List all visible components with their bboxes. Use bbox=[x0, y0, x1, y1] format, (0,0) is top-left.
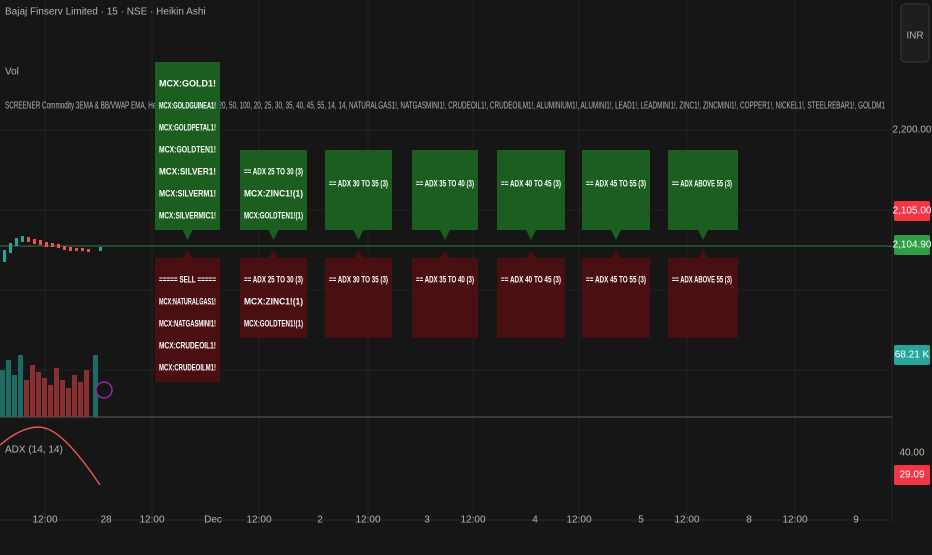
label-text: == ADX 25 TO 30 (3) bbox=[244, 274, 303, 284]
label-pointer bbox=[526, 230, 536, 240]
buy-label bbox=[325, 150, 392, 230]
time-label: 12:00 bbox=[355, 515, 380, 526]
price-label: 40.00 bbox=[899, 448, 924, 459]
label-pointer bbox=[611, 250, 621, 258]
label-pointer bbox=[440, 250, 450, 258]
label-pointer bbox=[353, 250, 364, 258]
sell-label bbox=[497, 258, 565, 338]
time-label: Dec bbox=[204, 515, 222, 526]
label-text: ===== SELL ===== bbox=[159, 274, 216, 284]
time-label: 5 bbox=[638, 515, 644, 526]
label-text: MCX:SILVERM1! bbox=[159, 188, 216, 198]
volume-title: Vol bbox=[5, 67, 19, 78]
buy-label bbox=[240, 150, 307, 230]
label-text: == ADX ABOVE 55 (3) bbox=[672, 178, 732, 188]
label-text: MCX:GOLDTEN1! bbox=[159, 144, 216, 154]
sell-label bbox=[325, 258, 392, 338]
sell-label bbox=[155, 258, 220, 382]
label-text: == ADX ABOVE 55 (3) bbox=[672, 274, 732, 284]
time-label: 12:00 bbox=[566, 515, 591, 526]
price-label: 2,104.90 bbox=[893, 240, 932, 251]
label-text: MCX:GOLD1! bbox=[159, 78, 216, 88]
buy-label bbox=[582, 150, 650, 230]
label-text: == ADX 35 TO 40 (3) bbox=[416, 274, 474, 284]
volume-bars bbox=[0, 355, 98, 417]
label-text: == ADX 30 TO 35 (3) bbox=[329, 178, 388, 188]
price-badge bbox=[894, 201, 930, 221]
adx-line bbox=[0, 426, 101, 486]
time-label: 4 bbox=[532, 515, 538, 526]
price-badge bbox=[894, 465, 930, 485]
time-label: 12:00 bbox=[32, 515, 57, 526]
label-pointer bbox=[182, 230, 193, 240]
label-text: MCX:CRUDEOIL1! bbox=[159, 340, 216, 350]
label-text: MCX:CRUDEOILM1! bbox=[159, 362, 216, 372]
time-label: 9 bbox=[853, 515, 859, 526]
time-label: 12:00 bbox=[460, 515, 485, 526]
buy-label bbox=[412, 150, 478, 230]
label-pointer bbox=[698, 230, 708, 240]
price-label: 68.21 K bbox=[895, 350, 930, 361]
event-icon[interactable] bbox=[95, 381, 113, 399]
price-label: 29.09 bbox=[899, 470, 924, 481]
adx-title: ADX (14, 14) bbox=[5, 445, 63, 456]
time-label: 3 bbox=[424, 515, 430, 526]
buy-label bbox=[668, 150, 738, 230]
buy-label bbox=[497, 150, 565, 230]
label-text: MCX:NATGASMINI1! bbox=[159, 318, 216, 328]
label-text: MCX:ZINC1!(1) bbox=[244, 188, 303, 198]
time-label: 2 bbox=[317, 515, 323, 526]
label-pointer bbox=[698, 250, 708, 258]
label-pointer bbox=[268, 230, 279, 240]
currency-label: INR bbox=[906, 31, 923, 42]
price-label: 2,200.00 bbox=[893, 125, 932, 136]
price-label: 2,105.00 bbox=[893, 206, 932, 217]
currency-button[interactable] bbox=[900, 3, 930, 63]
label-text: == ADX 30 TO 35 (3) bbox=[329, 274, 388, 284]
label-text: == ADX 45 TO 55 (3) bbox=[586, 178, 646, 188]
label-text: MCX:SILVER1! bbox=[159, 166, 216, 176]
sell-label bbox=[668, 258, 738, 338]
time-label: 8 bbox=[746, 515, 752, 526]
time-label: 12:00 bbox=[246, 515, 271, 526]
label-text: == ADX 35 TO 40 (3) bbox=[416, 178, 474, 188]
label-pointer bbox=[268, 250, 279, 258]
label-pointer bbox=[182, 250, 193, 258]
time-label: 12:00 bbox=[782, 515, 807, 526]
label-pointer bbox=[440, 230, 450, 240]
sell-label bbox=[582, 258, 650, 338]
price-badge bbox=[894, 345, 930, 365]
symbol-title: Bajaj Finserv Limited · 15 · NSE · Heiki… bbox=[5, 7, 206, 18]
label-text: == ADX 25 TO 30 (3) bbox=[244, 166, 303, 176]
indicator-title: SCREENER Commodity 3EMA & BB/VWAP EMA, H… bbox=[5, 101, 885, 112]
sell-label bbox=[240, 258, 307, 338]
label-text: MCX:GOLDTEN1!(1) bbox=[244, 318, 303, 328]
label-text: MCX:SILVERMIC1! bbox=[159, 210, 216, 220]
label-text: MCX:ZINC1!(1) bbox=[244, 296, 303, 306]
price-badge bbox=[894, 235, 930, 255]
label-pointer bbox=[611, 230, 621, 240]
label-text: MCX:NATURALGAS1! bbox=[159, 296, 216, 306]
candles bbox=[3, 236, 102, 262]
label-text: == ADX 45 TO 55 (3) bbox=[586, 274, 646, 284]
time-label: 12:00 bbox=[139, 515, 164, 526]
label-text: == ADX 40 TO 45 (3) bbox=[501, 178, 561, 188]
time-label: 12:00 bbox=[674, 515, 699, 526]
buy-label bbox=[155, 62, 220, 230]
label-text: MCX:GOLDGUINEA1! bbox=[159, 100, 216, 110]
time-label: 28 bbox=[100, 515, 112, 526]
label-text: MCX:GOLDTEN1!(1) bbox=[244, 210, 303, 220]
label-text: == ADX 40 TO 45 (3) bbox=[501, 274, 561, 284]
label-text: MCX:GOLDPETAL1! bbox=[159, 122, 216, 132]
sell-label bbox=[412, 258, 478, 338]
label-pointer bbox=[353, 230, 364, 240]
label-pointer bbox=[526, 250, 536, 258]
